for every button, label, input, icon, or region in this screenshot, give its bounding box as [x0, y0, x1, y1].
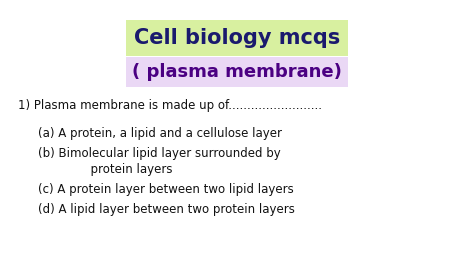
Text: Cell biology mcqs: Cell biology mcqs — [134, 28, 340, 48]
Text: (c) A protein layer between two lipid layers: (c) A protein layer between two lipid la… — [38, 184, 294, 197]
Text: protein layers: protein layers — [38, 163, 173, 176]
Text: (d) A lipid layer between two protein layers: (d) A lipid layer between two protein la… — [38, 203, 295, 217]
Text: 1) Plasma membrane is made up of.........................: 1) Plasma membrane is made up of........… — [18, 99, 322, 113]
Text: (a) A protein, a lipid and a cellulose layer: (a) A protein, a lipid and a cellulose l… — [38, 127, 282, 140]
Text: (b) Bimolecular lipid layer surrounded by: (b) Bimolecular lipid layer surrounded b… — [38, 148, 281, 160]
Text: ( plasma membrane): ( plasma membrane) — [132, 63, 342, 81]
